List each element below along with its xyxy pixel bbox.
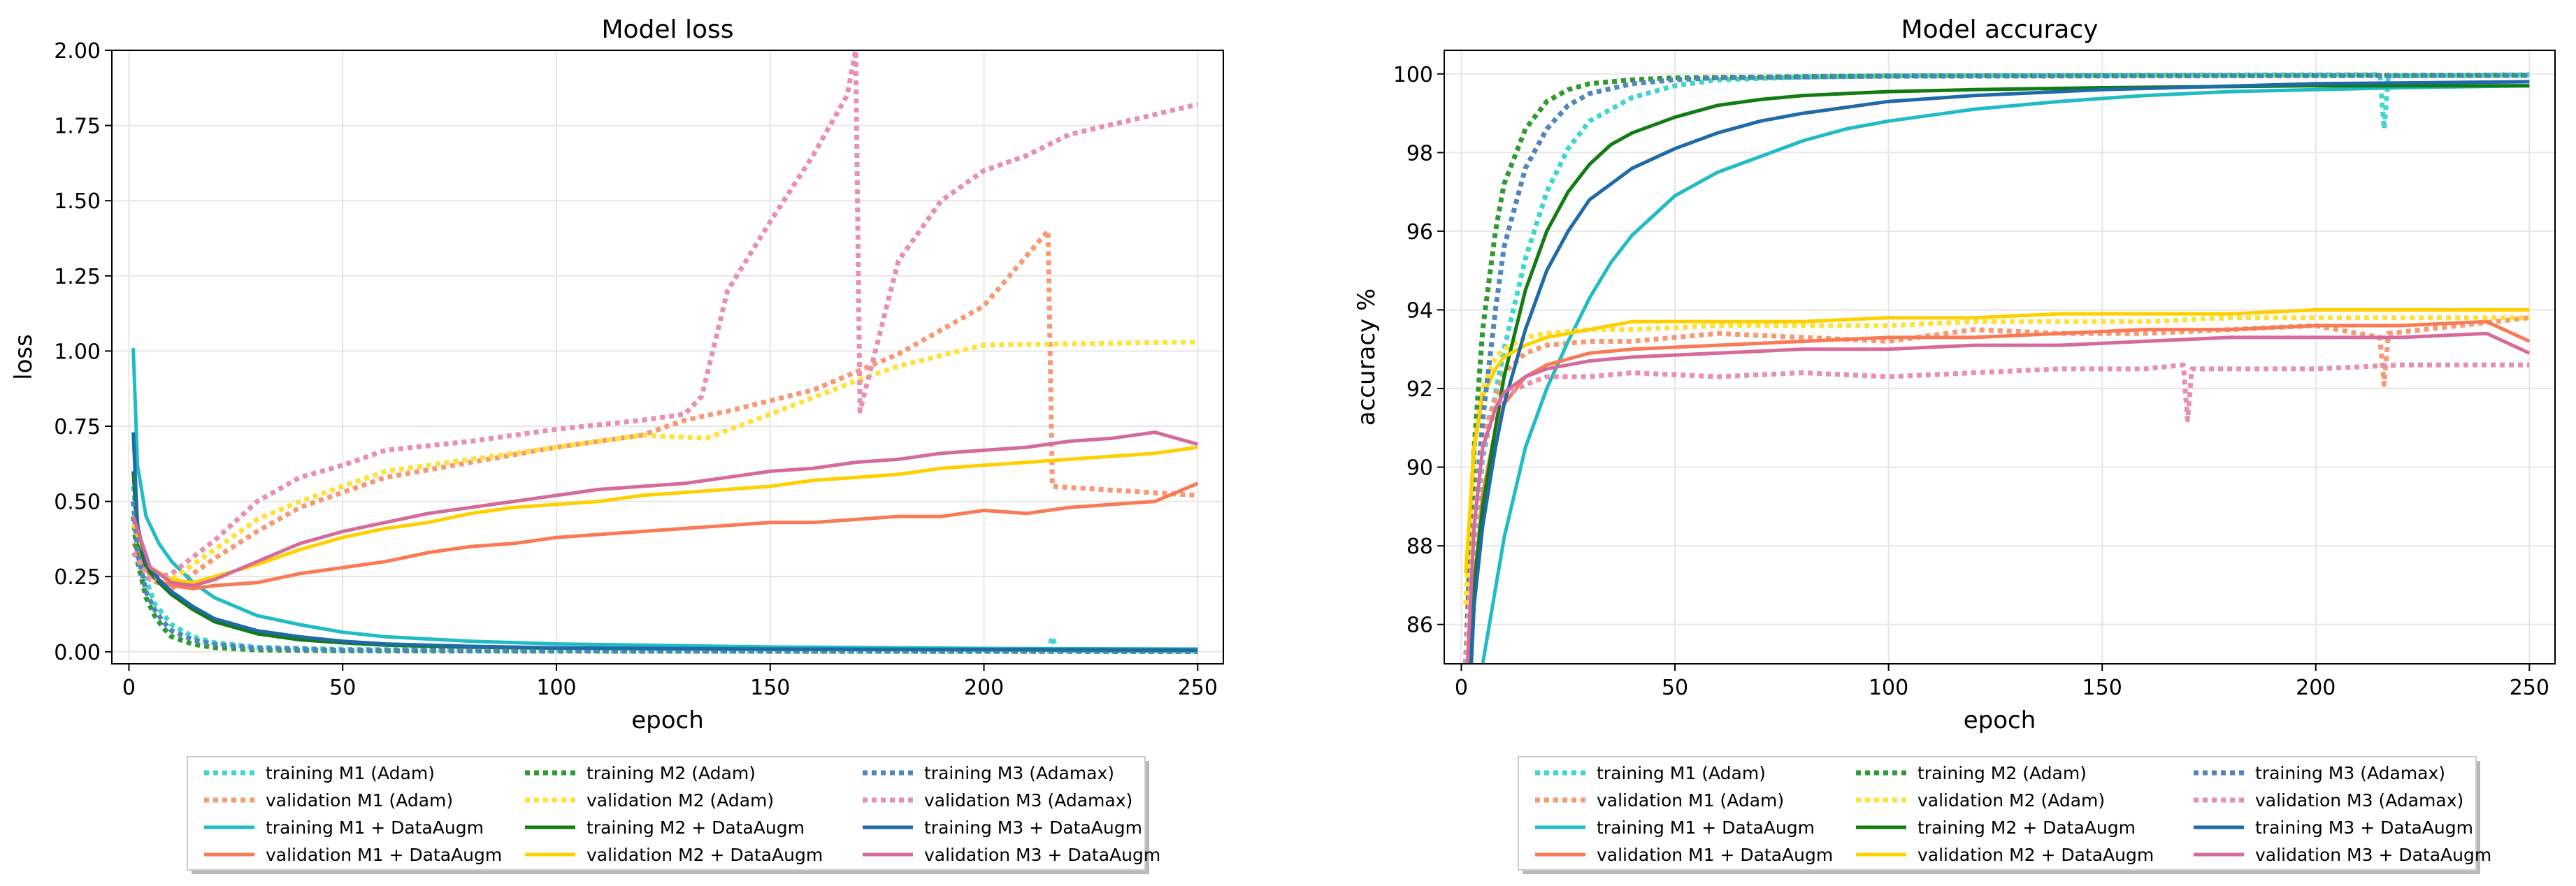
series-line-training-m1-adam [131, 486, 1198, 654]
legend-label: validation M3 (Adamax) [924, 790, 1132, 811]
legend-label: training M1 (Adam) [266, 763, 435, 783]
y-tick-label: 90 [1406, 456, 1433, 481]
series-line-training-m3-adamax [1463, 73, 2530, 664]
legend-label: training M3 (Adamax) [924, 763, 1114, 783]
legend-label: validation M3 (Adamax) [2255, 790, 2463, 811]
legend-label: validation M1 + DataAugm [266, 845, 502, 865]
y-tick-label: 86 [1406, 613, 1433, 638]
legend-label: validation M1 (Adam) [1597, 790, 1784, 811]
y-tick-label: 96 [1406, 220, 1433, 245]
y-tick-label: 94 [1406, 298, 1433, 323]
legend: training M1 (Adam) validation M1 (Adam) tr… [187, 756, 1160, 874]
accuracy-chart: 0 50 100 150 200 250 86 88 90 92 94 96 98 100 Model ac… [1353, 15, 2556, 874]
series-line-validation-m3-adamax [131, 50, 1199, 582]
series-group [1463, 72, 2531, 664]
legend-label: validation M2 (Adam) [587, 790, 774, 811]
x-tick-label: 150 [2082, 676, 2122, 700]
y-tick-label: 0.25 [54, 565, 101, 590]
legend-label: validation M2 + DataAugm [587, 845, 823, 865]
series-line-validation-m3-adamax [1463, 362, 2530, 664]
x-tick-label: 0 [122, 676, 136, 700]
chart-title: Model loss [601, 15, 733, 44]
legend-label: validation M3 + DataAugm [2255, 845, 2491, 865]
series-line-training-m1-adam [1463, 72, 2530, 664]
series-line-validation-m3-dataaugm [1465, 331, 2531, 664]
chart-title: Model accuracy [1901, 15, 2099, 44]
x-tick-label: 200 [964, 676, 1004, 700]
x-tick-label: 250 [1178, 676, 1218, 700]
y-tick-label: 98 [1406, 141, 1433, 166]
x-tick-label: 50 [329, 676, 356, 700]
series-line-validation-m3-dataaugm [131, 430, 1198, 588]
y-axis-label: loss [10, 334, 38, 380]
x-tick-label: 200 [2296, 676, 2336, 700]
y-tick-label: 0.75 [54, 415, 101, 440]
y-tick-label: 1.75 [54, 115, 101, 139]
y-tick-label: 1.00 [54, 340, 101, 364]
x-tick-label: 250 [2510, 676, 2549, 700]
legend-label: training M3 + DataAugm [924, 818, 1142, 838]
legend-label: training M3 + DataAugm [2255, 818, 2473, 838]
legend-label: validation M2 (Adam) [1917, 790, 2105, 811]
series-group [131, 50, 1199, 654]
y-tick-label: 0.50 [54, 491, 101, 515]
loss-chart: 0 50 100 150 200 250 0.00 0.25 0.50 0.75 1.00 1.25 1… [10, 15, 1224, 874]
legend: training M1 (Adam) validation M1 (Adam) tr… [1518, 756, 2491, 874]
plot-frame [1444, 50, 2556, 664]
y-tick-label: 2.00 [54, 39, 101, 64]
legend-label: training M2 (Adam) [1917, 763, 2087, 783]
series-line-validation-m1-adam [131, 228, 1198, 591]
y-tick-label: 92 [1406, 377, 1433, 402]
legend-label: training M2 + DataAugm [1917, 818, 2136, 838]
y-tick-label: 1.25 [54, 265, 101, 289]
series-line-validation-m1-adam [1463, 315, 2530, 664]
legend-box [1518, 756, 2477, 871]
series-line-validation-m2-dataaugm [131, 445, 1198, 585]
series-line-training-m3-adamax [131, 501, 1198, 654]
x-tick-label: 0 [1455, 676, 1468, 700]
legend-label: training M1 (Adam) [1597, 763, 1766, 783]
legend-label: validation M1 (Adam) [266, 790, 453, 811]
legend-label: validation M3 + DataAugm [924, 845, 1160, 865]
x-tick-label: 100 [1869, 676, 1908, 700]
series-line-training-m2-adam [131, 516, 1198, 654]
x-tick-label: 50 [1662, 676, 1688, 700]
legend-label: validation M1 + DataAugm [1597, 845, 1833, 865]
x-tick-label: 100 [536, 676, 576, 700]
series-line-validation-m1-dataaugm [131, 481, 1199, 590]
legend-label: training M1 + DataAugm [1597, 818, 1815, 838]
series-line-training-m3-dataaugm [131, 432, 1198, 652]
x-axis-label: epoch [1964, 706, 2036, 734]
series-line-training-m2-dataaugm [1467, 84, 2530, 664]
legend-label: training M2 (Adam) [587, 763, 756, 783]
y-tick-label: 88 [1406, 535, 1433, 559]
y-tick-label: 100 [1393, 63, 1433, 87]
series-line-training-m1-dataaugm [1481, 84, 2530, 664]
legend-label: training M3 (Adamax) [2255, 763, 2445, 783]
series-line-validation-m2-dataaugm [1464, 308, 2530, 574]
series-line-training-m2-adam [1463, 73, 2530, 664]
legend-box [187, 756, 1146, 871]
y-tick-label: 1.50 [54, 189, 101, 214]
series-line-validation-m2-adam [1463, 315, 2530, 605]
series-line-training-m1-dataaugm [131, 348, 1198, 651]
x-axis-label: epoch [631, 706, 704, 734]
y-axis-label: accuracy % [1353, 289, 1381, 426]
x-tick-label: 150 [750, 676, 790, 700]
legend-label: validation M2 + DataAugm [1917, 845, 2154, 865]
y-tick-label: 0.00 [54, 641, 101, 665]
legend-label: training M2 + DataAugm [587, 818, 805, 838]
series-line-training-m3-dataaugm [1469, 80, 2530, 664]
plot-frame [111, 50, 1224, 664]
legend-label: training M1 + DataAugm [266, 818, 484, 838]
